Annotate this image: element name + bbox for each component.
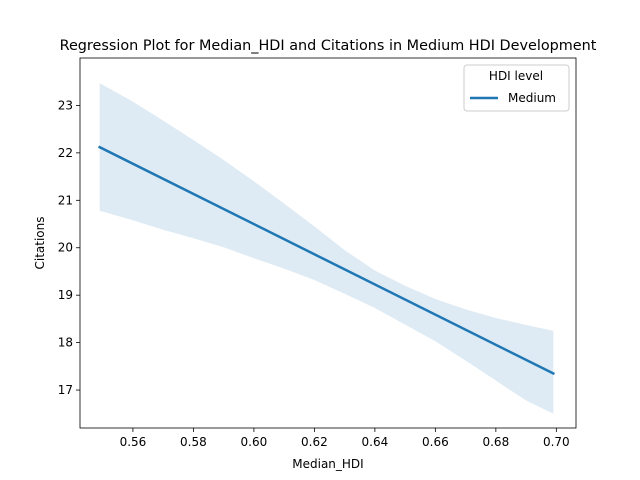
regression-line xyxy=(97,145,555,376)
x-tick-label: 0.58 xyxy=(180,435,207,449)
y-tick-label: 22 xyxy=(58,146,73,160)
x-tick-label: 0.56 xyxy=(120,435,147,449)
legend-title: HDI level xyxy=(489,69,543,83)
legend-box xyxy=(463,64,570,112)
y-tick-label: 21 xyxy=(58,193,73,207)
y-tick-label: 17 xyxy=(58,383,73,397)
x-tick-label: 0.62 xyxy=(301,435,328,449)
legend-label-medium: Medium xyxy=(508,91,556,105)
plot-area xyxy=(97,83,555,414)
y-tick-label: 23 xyxy=(58,98,73,112)
confidence-band xyxy=(99,83,554,414)
chart-title: Regression Plot for Median_HDI and Citat… xyxy=(60,38,597,54)
y-tick-label: 20 xyxy=(58,241,73,255)
plot-frame xyxy=(79,57,577,429)
y-tick-label: 19 xyxy=(58,288,73,302)
x-tick-label: 0.66 xyxy=(422,435,449,449)
x-tick-label: 0.64 xyxy=(362,435,389,449)
x-tick-label: 0.60 xyxy=(241,435,268,449)
x-tick-label: 0.70 xyxy=(543,435,570,449)
x-tick-label: 0.68 xyxy=(482,435,509,449)
y-tick-label: 18 xyxy=(58,336,73,350)
legend: HDI level Medium xyxy=(463,64,570,112)
x-axis-ticks: 0.56 0.58 0.60 0.62 0.64 0.66 0.68 0.70 xyxy=(120,428,570,449)
y-axis-label: Citations xyxy=(33,216,47,269)
x-axis-label: Median_HDI xyxy=(292,457,363,471)
y-axis-ticks: 17 18 19 20 21 22 23 xyxy=(58,98,80,397)
